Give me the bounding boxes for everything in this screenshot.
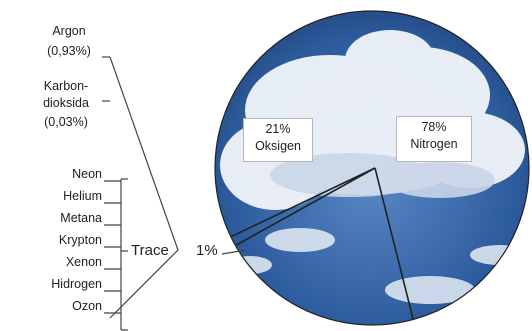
label-trace: Trace: [131, 242, 169, 259]
label-krypton: Krypton: [58, 233, 102, 247]
label-hidrogen: Hidrogen: [51, 277, 102, 291]
slice-boundary-0: [230, 167, 376, 238]
label-xenon: Xenon: [65, 255, 102, 269]
trace-bracket: [102, 56, 128, 331]
label-karbon: Karbon-: [43, 79, 89, 93]
label-metana: Metana: [60, 211, 102, 225]
label-ozon: Ozon: [72, 299, 102, 313]
label-dioksida-value: (0,03%): [44, 115, 88, 129]
pie-slice-boundaries: [230, 167, 414, 320]
trace-callout: [109, 56, 179, 319]
slice-name-nitrogen: Nitrogen: [410, 137, 458, 151]
label-trace-value: 1%: [196, 242, 218, 259]
slice-boundary-1: [374, 167, 414, 320]
slice-label-nitrogen: 78% Nitrogen: [396, 116, 472, 162]
slice-boundary-2: [235, 167, 376, 247]
trace-leader: [221, 249, 247, 255]
label-argon: Argon: [52, 24, 86, 38]
pie-outline: [214, 10, 530, 326]
slice-name-oksigen: Oksigen: [255, 139, 301, 153]
slice-value-oksigen: 21%: [265, 122, 291, 136]
slice-value-nitrogen: 78%: [421, 120, 447, 134]
slice-label-oksigen: 21% Oksigen: [243, 118, 313, 162]
sky-photo: [215, 11, 529, 325]
label-argon-value: (0,93%): [47, 44, 91, 58]
label-helium: Helium: [63, 189, 102, 203]
label-dioksida: dioksida: [43, 96, 89, 110]
label-neon: Neon: [72, 167, 102, 181]
